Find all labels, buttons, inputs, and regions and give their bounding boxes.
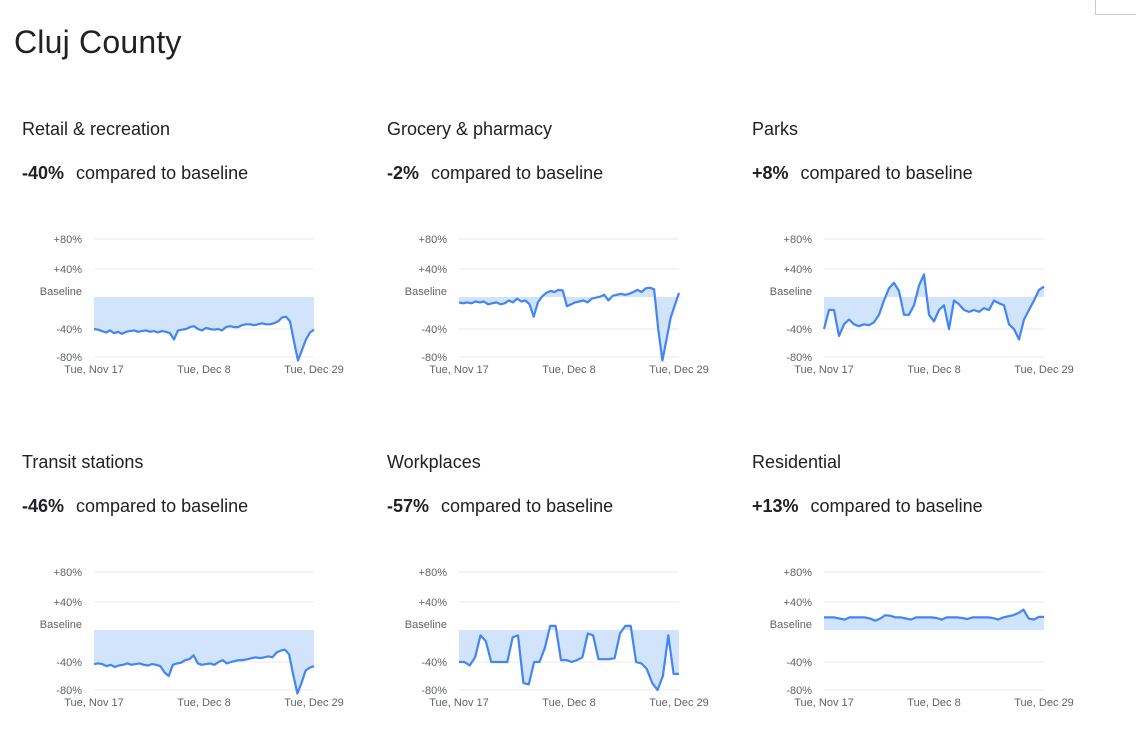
change-percent: -57% (387, 496, 429, 516)
y-tick-label: -80% (421, 685, 447, 697)
chart-title: Grocery & pharmacy (387, 119, 552, 140)
y-tick-label: Baseline (405, 286, 447, 298)
change-label: compared to baseline (76, 163, 248, 183)
x-tick-label: Tue, Dec 29 (284, 364, 344, 376)
chart-title: Workplaces (387, 452, 481, 473)
x-tick-label: Tue, Nov 17 (794, 697, 854, 709)
change-percent: +13% (752, 496, 799, 516)
y-tick-label: +80% (784, 234, 813, 246)
mobility-chart: +80% +40% Baseline -40% -80%Tue, Nov 17 Tue, … (14, 554, 364, 714)
x-tick-label: Tue, Dec 8 (177, 364, 230, 376)
mobility-chart: +80% +40% Baseline -40% -80%Tue, Nov 17 Tue, … (379, 554, 729, 714)
y-tick-label: -80% (786, 352, 812, 364)
x-tick-label: Tue, Dec 8 (542, 364, 595, 376)
x-tick-label: Tue, Dec 29 (649, 364, 709, 376)
y-tick-label: +40% (419, 597, 448, 609)
y-tick-label: +80% (419, 567, 448, 579)
chart-title: Residential (752, 452, 841, 473)
mobility-chart: +80% +40% Baseline -40% -80%Tue, Nov 17 Tue, … (14, 221, 364, 381)
y-tick-label: -80% (786, 685, 812, 697)
x-tick-label: Tue, Nov 17 (429, 697, 489, 709)
y-tick-label: -40% (786, 657, 812, 669)
change-summary: +13% compared to baseline (752, 496, 983, 517)
y-tick-label: Baseline (40, 286, 82, 298)
chart-panel: Residential+13%compared to baseline+80%+… (744, 452, 1094, 752)
y-tick-label: -40% (56, 657, 82, 669)
change-label: compared to baseline (76, 496, 248, 516)
chart-title: Parks (752, 119, 798, 140)
chart-panel: Transit stations -46% compared to baseline… (14, 452, 364, 752)
x-tick-label: Tue, Dec 8 (177, 697, 230, 709)
window-corner-frame (1095, 0, 1136, 15)
change-summary: -57% compared to baseline (387, 496, 613, 517)
y-tick-label: +40% (54, 264, 83, 276)
change-percent: -40% (22, 163, 64, 183)
y-tick-label: +80% (784, 567, 813, 579)
x-tick-label: Tue, Dec 8 (907, 364, 960, 376)
y-tick-label: +40% (54, 597, 83, 609)
x-tick-label: Tue, Nov 17 (429, 364, 489, 376)
x-tick-label: Tue, Dec 29 (1014, 364, 1074, 376)
y-tick-label: +40% (419, 264, 448, 276)
page-title: Cluj County (14, 24, 182, 61)
y-tick-label: -40% (421, 324, 447, 336)
change-summary: -46% compared to baseline (22, 496, 248, 517)
x-tick-label: Tue, Nov 17 (64, 697, 124, 709)
y-tick-label: Baseline (770, 619, 812, 631)
x-tick-label: Tue, Nov 17 (64, 364, 124, 376)
change-label: compared to baseline (441, 496, 613, 516)
change-summary: -2% compared to baseline (387, 163, 603, 184)
y-tick-label: +80% (54, 234, 83, 246)
y-tick-label: Baseline (405, 619, 447, 631)
y-tick-label: -40% (786, 324, 812, 336)
change-summary: -40% compared to baseline (22, 163, 248, 184)
chart-panel: Workplaces -57% compared to baseline +80% +4… (379, 452, 729, 752)
series-area (824, 275, 1044, 340)
mobility-chart: +80% +40% Baseline -40% -80%Tue, Nov 17 Tue, … (744, 221, 1094, 381)
series-area (824, 610, 1044, 630)
y-tick-label: +80% (54, 567, 83, 579)
series-area (459, 626, 679, 690)
y-tick-label: -80% (56, 685, 82, 697)
change-percent: -46% (22, 496, 64, 516)
x-tick-label: Tue, Dec 8 (907, 697, 960, 709)
y-tick-label: -40% (421, 657, 447, 669)
chart-title: Transit stations (22, 452, 143, 473)
x-tick-label: Tue, Dec 29 (284, 697, 344, 709)
y-tick-label: +40% (784, 597, 813, 609)
change-label: compared to baseline (811, 496, 983, 516)
y-tick-label: -80% (56, 352, 82, 364)
mobility-chart: +80% +40% Baseline -40% -80%Tue, Nov 17 Tue, … (744, 554, 1094, 714)
x-tick-label: Tue, Nov 17 (794, 364, 854, 376)
x-tick-label: Tue, Dec 29 (1014, 697, 1074, 709)
series-area (459, 288, 679, 361)
change-percent: +8% (752, 163, 789, 183)
chart-panel: Retail & recreation -40% compared to basel… (14, 119, 364, 419)
chart-panel: Parks +8% compared to baseline +80% +40% Base… (744, 119, 1094, 419)
x-tick-label: Tue, Dec 29 (649, 697, 709, 709)
y-tick-label: Baseline (40, 619, 82, 631)
chart-panel: Grocery & pharmacy -2% compared to baselin… (379, 119, 729, 419)
mobility-chart: +80% +40% Baseline -40% -80%Tue, Nov 17 Tue, … (379, 221, 729, 381)
y-tick-label: -80% (421, 352, 447, 364)
y-tick-label: +80% (419, 234, 448, 246)
change-summary: +8% compared to baseline (752, 163, 973, 184)
change-label: compared to baseline (801, 163, 973, 183)
x-tick-label: Tue, Dec 8 (542, 697, 595, 709)
change-label: compared to baseline (431, 163, 603, 183)
y-tick-label: Baseline (770, 286, 812, 298)
chart-title: Retail & recreation (22, 119, 170, 140)
change-percent: -2% (387, 163, 419, 183)
y-tick-label: -40% (56, 324, 82, 336)
y-tick-label: +40% (784, 264, 813, 276)
